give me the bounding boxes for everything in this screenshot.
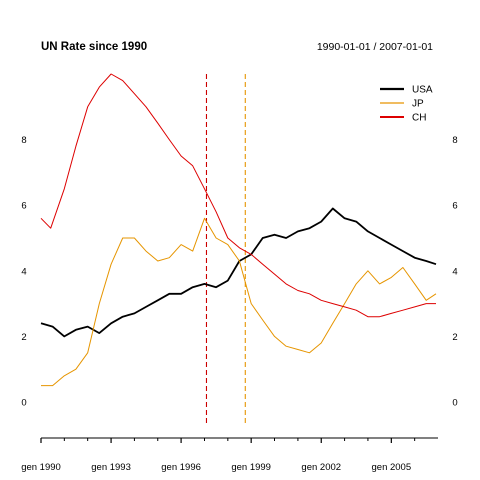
legend-label-jp: JP: [412, 99, 424, 110]
vertical-markers: [205, 74, 246, 426]
x-tick-label: gen 1990: [21, 462, 61, 473]
y-tick-label-left: 6: [21, 201, 26, 212]
y-tick-label-right: 8: [452, 135, 457, 146]
chart-legend: USA JP CH: [380, 85, 433, 124]
y-tick-label-right: 4: [452, 266, 457, 277]
legend-label-usa: USA: [412, 85, 433, 96]
x-tick-label: gen 2005: [372, 462, 412, 473]
y-tick-label-right: 2: [452, 332, 457, 343]
chart-title: UN Rate since 1990: [41, 41, 147, 53]
x-tick-label: gen 1996: [161, 462, 201, 473]
y-tick-label-left: 2: [21, 332, 26, 343]
y-tick-label-right: 0: [452, 398, 457, 409]
y-tick-label-left: 4: [21, 266, 26, 277]
y-tick-label-left: 8: [21, 135, 26, 146]
y-axis: 0 0 2 2 4 4 6 6 8 8: [21, 135, 457, 408]
y-tick-label-right: 6: [452, 201, 457, 212]
y-tick-label-left: 0: [21, 398, 26, 409]
legend-label-ch: CH: [412, 113, 426, 124]
series-line-ch: [40, 73, 436, 318]
chart-date-range: 1990-01-01 / 2007-01-01: [317, 41, 433, 53]
series-line-usa: [40, 207, 437, 338]
x-tick-label: gen 1999: [231, 462, 271, 473]
x-tick-label: gen 2002: [301, 462, 341, 473]
plot-area: [40, 73, 437, 387]
series-line-jp: [41, 217, 437, 387]
x-tick-label: gen 1993: [91, 462, 131, 473]
x-axis: gen 1990 gen 1993 gen 1996 gen 1999 gen 2002…: [21, 437, 438, 473]
